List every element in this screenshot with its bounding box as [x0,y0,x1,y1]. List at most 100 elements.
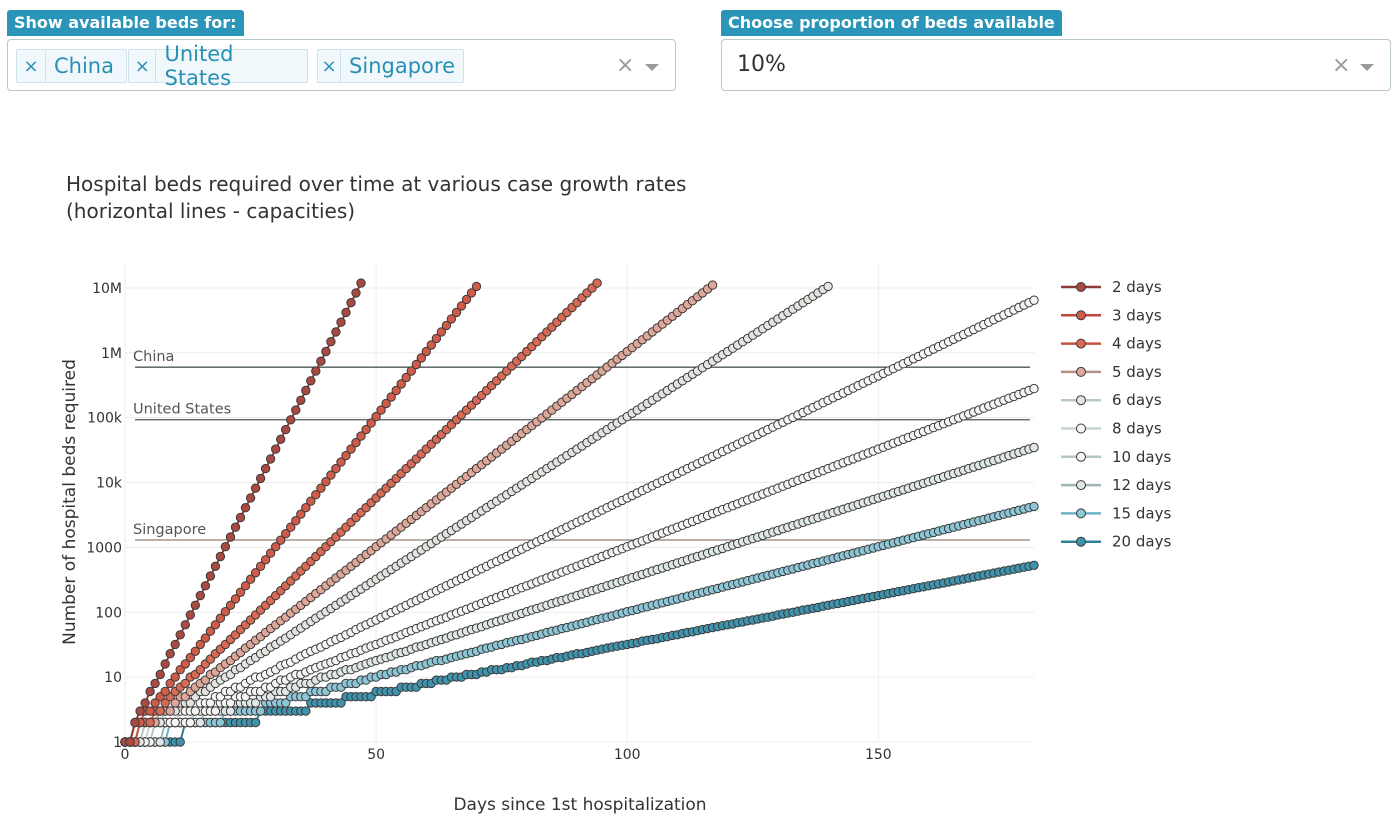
legend-item[interactable]: 8 days [1061,420,1162,438]
capacity-label: Singapore [133,522,206,538]
data-point [230,594,241,604]
data-point [260,463,271,474]
chevron-down-icon[interactable] [1360,64,1374,71]
legend-marker [1076,310,1086,321]
data-point [361,424,371,435]
data-point [225,698,236,708]
clear-countries-icon[interactable]: × [616,53,635,78]
data-point [195,590,206,601]
data-point [431,333,442,344]
capacity-lines: China United States Singapore [133,349,1030,541]
data-point [145,686,155,697]
legend-marker [1076,451,1086,462]
y-axis-title: Number of hospital beds required [60,359,80,645]
countries-multiselect[interactable]: × China × United States × Singapore × [7,39,676,91]
data-point [707,280,718,290]
legend-marker [1076,366,1086,377]
data-point [401,372,411,383]
y-tick-label: 10M [92,281,122,297]
clear-proportion-icon[interactable]: × [1332,53,1351,78]
proportion-select[interactable]: 10% × [721,39,1391,91]
data-point [195,665,206,675]
data-point [170,639,180,650]
data-point [210,706,221,716]
y-tick-label: 100 [95,605,122,621]
data-point [451,307,462,318]
series-5-days [120,280,718,747]
data-point [190,600,201,610]
legend-item[interactable]: 5 days [1061,363,1162,381]
legend-item[interactable]: 15 days [1061,504,1171,522]
data-point [281,529,291,539]
data-point [180,678,191,689]
data-point [255,473,266,484]
data-point [150,678,160,689]
legend-marker [1076,282,1086,292]
remove-singapore-icon[interactable]: × [318,50,342,82]
data-point [245,493,256,503]
data-point [205,698,216,708]
data-point [225,706,236,716]
proportion-dropdown-label: Choose proportion of beds available [721,10,1062,36]
legend-label: 12 days [1112,476,1171,494]
legend-marker [1076,338,1086,349]
chip-united-states: × United States [128,42,308,90]
data-point [130,717,140,728]
legend-item[interactable]: 2 days [1061,278,1162,296]
data-point [145,717,155,728]
data-point [225,532,236,542]
data-point [286,415,296,425]
chevron-down-icon[interactable] [645,64,659,71]
legend-item[interactable]: 3 days [1061,306,1162,324]
legend-item[interactable]: 4 days [1061,335,1162,353]
data-point [190,646,201,656]
series-2-days [120,278,366,747]
data-point [165,678,175,689]
legend-item[interactable]: 10 days [1061,448,1171,466]
data-point [406,366,416,376]
data-point [225,600,236,610]
data-point [326,337,336,347]
data-point [296,395,306,405]
remove-china-icon[interactable]: × [17,50,46,82]
y-tick-label: 1000 [86,540,122,556]
data-point [125,737,135,747]
data-point [195,639,206,650]
chart-title: Hospital beds required over time at vari… [66,172,687,223]
data-point [1029,383,1039,394]
data-point [180,659,191,669]
y-tick-label: 10k [96,476,123,492]
capacity-label: United States [133,402,231,418]
data-point [441,320,452,331]
data-point [823,281,833,292]
data-point [260,555,271,565]
data-point [331,463,341,474]
legend-marker [1076,480,1086,491]
data-point [351,437,361,448]
data-point [426,340,436,350]
data-point [205,626,216,636]
data-point [250,568,261,578]
remove-united-states-icon[interactable]: × [129,50,157,82]
data-point [250,483,261,493]
data-point [291,516,301,526]
data-point [1029,501,1039,512]
legend-item[interactable]: 6 days [1061,391,1162,409]
data-point [346,298,356,308]
data-point [135,706,145,716]
legend-item[interactable]: 12 days [1061,476,1171,494]
data-point [220,607,231,617]
data-point [170,672,180,682]
data-point [271,444,281,454]
data-point [160,659,170,669]
data-point [592,278,602,288]
series-8-days [120,295,1039,747]
legend-item[interactable]: 20 days [1061,533,1171,551]
legend-label: 15 days [1112,504,1171,522]
data-point [235,587,246,597]
data-point [316,356,326,366]
data-point [336,317,346,327]
data-point [255,706,266,716]
data-point [165,649,175,659]
